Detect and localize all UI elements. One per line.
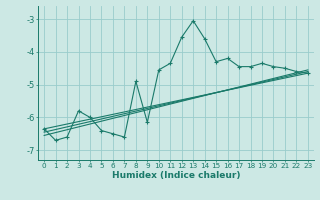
X-axis label: Humidex (Indice chaleur): Humidex (Indice chaleur) bbox=[112, 171, 240, 180]
